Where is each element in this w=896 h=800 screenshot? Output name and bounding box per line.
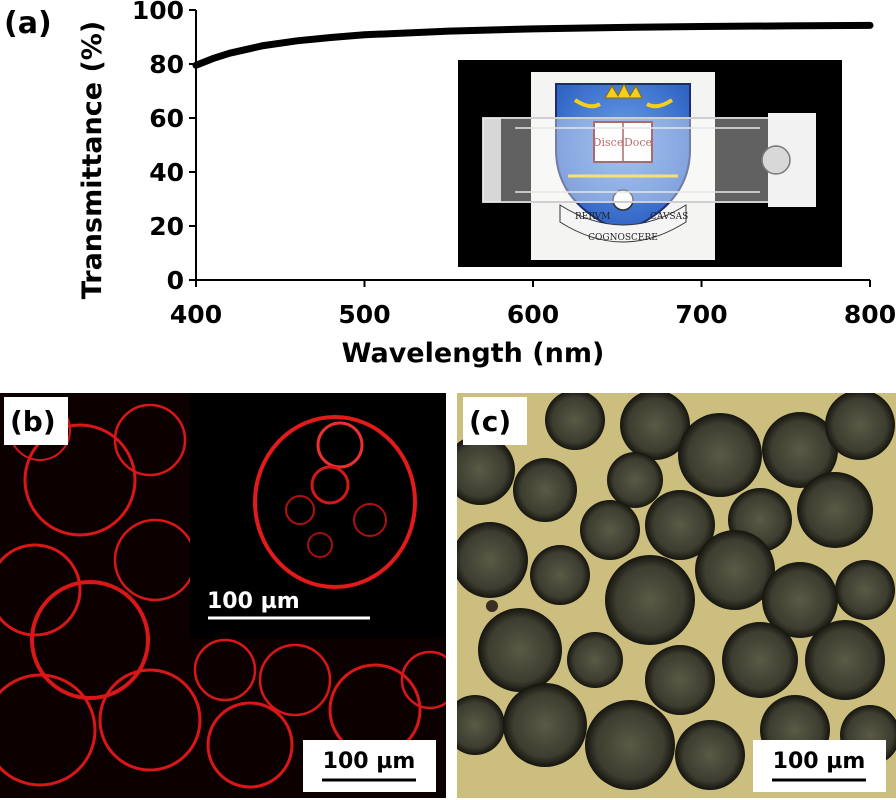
droplet [607, 452, 663, 508]
x-tick-label: 400 [170, 300, 222, 329]
y-tick-label: 40 [149, 158, 184, 187]
scale-label-c: 100 µm [773, 749, 866, 774]
chart-area: 0 20 40 60 80 100 400 500 600 700 800 Wavelength … [77, 0, 896, 369]
cuvette-knob [761, 145, 791, 175]
droplet [585, 700, 675, 790]
droplet [113, 403, 187, 477]
scroll-text-1: RERVM [575, 212, 611, 222]
droplet [513, 458, 577, 522]
droplet [23, 423, 137, 537]
y-tick-label: 0 [167, 266, 184, 295]
droplet [722, 622, 798, 698]
droplet [0, 543, 82, 637]
panel-a-label: (a) [4, 6, 52, 41]
x-ticks: 400 500 600 700 800 [170, 280, 896, 329]
rose-icon [612, 189, 634, 211]
x-tick-label: 600 [507, 300, 559, 329]
inset-photo: Disce Doce RERVM COGNOSCERE CAVSAS [458, 60, 842, 267]
panel-c-label-box [463, 397, 527, 445]
inner-droplet [285, 495, 315, 525]
droplet [695, 530, 775, 610]
cuvette-cap-left [483, 118, 501, 202]
x-tick-label: 500 [338, 300, 390, 329]
crest-ornament-right [645, 98, 674, 109]
panel-a: (a) 0 20 40 60 80 100 400 500 600 700 800 Wavelen… [4, 0, 896, 369]
panel-c: (c) 100 µm [457, 393, 896, 798]
cuvette [482, 117, 816, 203]
droplet [258, 643, 332, 717]
droplet [797, 472, 873, 548]
inset-droplet [253, 415, 417, 589]
crown-icon [604, 82, 643, 99]
y-tick-label: 20 [149, 212, 184, 241]
inner-droplet [353, 503, 387, 537]
scale-box-b [303, 740, 436, 792]
droplet [530, 545, 590, 605]
panel-c-label: (c) [469, 405, 511, 438]
panel-b-label: (b) [10, 405, 56, 438]
droplet [400, 650, 446, 710]
x-tick-label: 800 [844, 300, 896, 329]
droplet [457, 695, 505, 755]
droplet [457, 522, 528, 598]
droplet [825, 393, 895, 460]
y-axis-label: Transmittance (%) [77, 21, 108, 299]
scale-box-c [753, 740, 886, 792]
crest-scroll [559, 204, 687, 243]
x-tick-label: 700 [675, 300, 727, 329]
droplet [0, 673, 97, 787]
scroll-text-2: COGNOSCERE [588, 233, 658, 243]
droplet [805, 620, 885, 700]
inset-scale-label: 100 µm [207, 589, 300, 614]
inner-droplet [310, 465, 350, 505]
inset-background [190, 393, 446, 638]
droplet [206, 701, 294, 789]
transmittance-series-line [192, 21, 874, 69]
x-axis-label: Wavelength (nm) [342, 338, 605, 369]
droplet [503, 683, 587, 767]
droplet [193, 638, 257, 702]
droplet [645, 645, 715, 715]
motto-left: Disce [593, 136, 624, 149]
micrograph-b-droplets [0, 399, 446, 789]
droplet [457, 435, 515, 505]
droplet [98, 668, 202, 772]
scale-label-b: 100 µm [323, 749, 416, 774]
droplet [580, 500, 640, 560]
droplet [605, 555, 695, 645]
micrograph-b-inset: 100 µm [190, 393, 446, 638]
droplet [620, 393, 690, 460]
series-layer [192, 21, 874, 69]
droplet [762, 562, 838, 638]
droplet [835, 560, 895, 620]
inner-droplet [316, 421, 364, 469]
panel-b: 100 µm (b) 100 µm [0, 393, 446, 798]
y-tick-label: 100 [132, 0, 184, 25]
small-particle [486, 600, 498, 612]
panel-b-label-box [4, 397, 68, 445]
droplet [30, 580, 150, 700]
droplet [675, 720, 745, 790]
crest-ornament-left [573, 98, 602, 109]
inner-droplet [307, 532, 333, 558]
droplet [545, 393, 605, 450]
motto-right: Doce [624, 136, 652, 149]
droplet [645, 490, 715, 560]
y-tick-label: 80 [149, 50, 184, 79]
droplet [678, 413, 762, 497]
droplet [567, 632, 623, 688]
droplet [478, 608, 562, 692]
y-tick-label: 60 [149, 104, 184, 133]
droplet [762, 412, 838, 488]
scroll-text-3: CAVSAS [650, 212, 688, 222]
y-ticks: 0 20 40 60 80 100 [132, 0, 196, 295]
